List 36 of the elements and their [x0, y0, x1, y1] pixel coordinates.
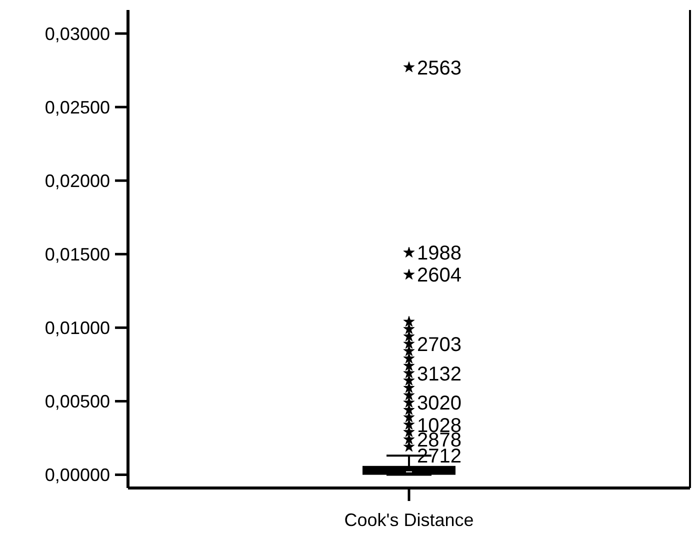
point	[403, 374, 415, 386]
point	[403, 338, 415, 349]
point	[403, 323, 415, 334]
annotation: 3020	[417, 392, 462, 415]
point	[403, 61, 415, 72]
point	[403, 330, 415, 342]
point	[403, 426, 415, 437]
point	[403, 345, 415, 356]
point	[403, 404, 415, 415]
annotation: 1988	[417, 242, 462, 265]
y-tick-label: 0,03000	[44, 24, 110, 44]
point	[403, 389, 415, 400]
point	[403, 367, 415, 378]
point	[403, 316, 415, 327]
point	[403, 434, 415, 444]
point	[403, 246, 415, 258]
point	[403, 411, 415, 422]
point	[403, 440, 415, 452]
point	[403, 352, 415, 364]
point	[403, 268, 415, 280]
annotation: 2604	[417, 264, 462, 287]
annotation: 2712	[417, 446, 462, 468]
y-tick-label: 0,01000	[44, 318, 110, 338]
point	[403, 418, 415, 430]
x-tick-label: Cook's Distance	[344, 510, 474, 530]
y-tick-label: 0,00000	[44, 465, 110, 486]
annotation: 2563	[417, 57, 462, 80]
y-tick-label: 0,01500	[44, 244, 110, 264]
y-tick-label: 0,02000	[44, 170, 110, 191]
annotation: 3132	[417, 363, 462, 386]
point	[403, 396, 415, 408]
point	[403, 360, 415, 371]
y-tick-label: 0,00500	[44, 392, 110, 412]
annotation: 2703	[417, 334, 462, 356]
y-tick-label: 0,02500	[44, 97, 110, 118]
point	[403, 382, 415, 393]
